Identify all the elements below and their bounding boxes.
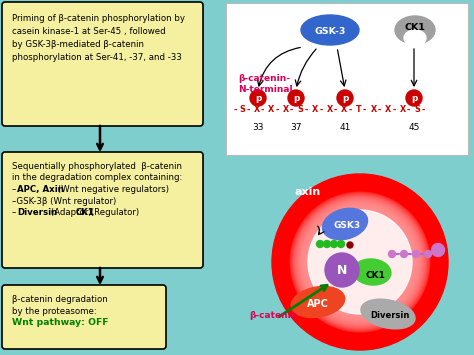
Text: T: T bbox=[356, 105, 362, 115]
Text: p: p bbox=[293, 94, 299, 103]
Circle shape bbox=[250, 90, 266, 106]
Circle shape bbox=[293, 195, 427, 329]
Circle shape bbox=[295, 197, 425, 327]
Text: β-catenin: β-catenin bbox=[249, 311, 297, 321]
Text: X: X bbox=[327, 105, 333, 115]
Ellipse shape bbox=[322, 208, 367, 240]
Text: p: p bbox=[255, 94, 261, 103]
Text: Priming of β-catenin phosphorylation by
casein kinase-1 at Ser-45 , followed
by : Priming of β-catenin phosphorylation by … bbox=[12, 14, 185, 61]
Text: X: X bbox=[341, 105, 347, 115]
Text: 41: 41 bbox=[339, 123, 351, 132]
Text: –: – bbox=[12, 208, 17, 217]
Text: S: S bbox=[239, 105, 245, 115]
Ellipse shape bbox=[395, 16, 435, 44]
Text: -: - bbox=[305, 105, 308, 115]
Text: β-catenin-
N-terminal: β-catenin- N-terminal bbox=[238, 74, 292, 94]
Text: Diversin: Diversin bbox=[17, 208, 57, 217]
Text: 45: 45 bbox=[408, 123, 419, 132]
Text: -: - bbox=[261, 105, 264, 115]
Circle shape bbox=[291, 193, 429, 331]
Ellipse shape bbox=[292, 286, 345, 317]
Text: X: X bbox=[268, 105, 274, 115]
Text: CK1: CK1 bbox=[405, 22, 426, 32]
Circle shape bbox=[317, 240, 323, 247]
Text: in the degradation complex containing:: in the degradation complex containing: bbox=[12, 174, 182, 182]
Circle shape bbox=[272, 174, 448, 350]
Text: by the proteasome:: by the proteasome: bbox=[12, 306, 97, 316]
Text: S: S bbox=[297, 105, 303, 115]
Text: p: p bbox=[342, 94, 348, 103]
Circle shape bbox=[290, 192, 430, 332]
Text: S: S bbox=[414, 105, 420, 115]
Circle shape bbox=[431, 244, 445, 257]
Text: -: - bbox=[363, 105, 366, 115]
FancyBboxPatch shape bbox=[226, 3, 468, 155]
Circle shape bbox=[389, 251, 395, 257]
Text: X: X bbox=[385, 105, 391, 115]
Text: N: N bbox=[337, 263, 347, 277]
Circle shape bbox=[288, 90, 304, 106]
Text: -: - bbox=[234, 105, 237, 115]
Ellipse shape bbox=[404, 30, 426, 46]
Text: APC, Axin: APC, Axin bbox=[17, 185, 64, 194]
Circle shape bbox=[347, 242, 353, 248]
Text: Diversin: Diversin bbox=[370, 311, 410, 321]
FancyBboxPatch shape bbox=[2, 285, 166, 349]
Circle shape bbox=[292, 194, 428, 330]
Ellipse shape bbox=[301, 15, 359, 45]
Circle shape bbox=[406, 90, 422, 106]
Text: -: - bbox=[392, 105, 395, 115]
Text: X: X bbox=[400, 105, 406, 115]
Circle shape bbox=[425, 251, 431, 257]
Circle shape bbox=[412, 251, 419, 257]
Text: Wnt pathway: OFF: Wnt pathway: OFF bbox=[12, 318, 109, 327]
Text: -: - bbox=[319, 105, 322, 115]
Circle shape bbox=[325, 253, 359, 287]
Text: -: - bbox=[275, 105, 279, 115]
Text: -: - bbox=[290, 105, 293, 115]
Text: –: – bbox=[12, 185, 17, 194]
Circle shape bbox=[294, 196, 426, 328]
Ellipse shape bbox=[361, 299, 415, 329]
Text: GSK-3: GSK-3 bbox=[314, 27, 346, 36]
Text: CK1: CK1 bbox=[365, 272, 385, 280]
Circle shape bbox=[296, 198, 424, 326]
FancyBboxPatch shape bbox=[2, 2, 203, 126]
Circle shape bbox=[308, 210, 412, 314]
Text: -: - bbox=[407, 105, 410, 115]
Text: -: - bbox=[246, 105, 249, 115]
Text: -: - bbox=[348, 105, 352, 115]
Text: -: - bbox=[378, 105, 381, 115]
Text: 37: 37 bbox=[290, 123, 302, 132]
Text: (Regulator): (Regulator) bbox=[88, 208, 139, 217]
Text: –GSK-3β (Wnt regulator): –GSK-3β (Wnt regulator) bbox=[12, 197, 116, 206]
Circle shape bbox=[297, 199, 423, 325]
Text: β-catenin degradation: β-catenin degradation bbox=[12, 295, 108, 304]
Text: CK1: CK1 bbox=[76, 208, 95, 217]
Circle shape bbox=[337, 90, 353, 106]
Text: -: - bbox=[334, 105, 337, 115]
Text: X: X bbox=[370, 105, 376, 115]
Circle shape bbox=[337, 240, 345, 247]
Text: Sequentially phosphorylated  β-catenin: Sequentially phosphorylated β-catenin bbox=[12, 162, 182, 171]
Ellipse shape bbox=[353, 259, 391, 285]
Text: X: X bbox=[312, 105, 318, 115]
FancyBboxPatch shape bbox=[2, 152, 203, 268]
Circle shape bbox=[401, 251, 408, 257]
Text: (Wnt negative regulators): (Wnt negative regulators) bbox=[55, 185, 169, 194]
Text: axin: axin bbox=[295, 187, 321, 197]
Text: 33: 33 bbox=[252, 123, 264, 132]
Text: GSK3: GSK3 bbox=[333, 220, 361, 229]
Text: p: p bbox=[411, 94, 417, 103]
Text: (Adaptor),: (Adaptor), bbox=[48, 208, 97, 217]
Circle shape bbox=[330, 240, 337, 247]
Circle shape bbox=[323, 240, 330, 247]
Text: X: X bbox=[254, 105, 260, 115]
Text: -: - bbox=[421, 105, 425, 115]
Text: X: X bbox=[283, 105, 289, 115]
Text: APC: APC bbox=[307, 299, 329, 309]
